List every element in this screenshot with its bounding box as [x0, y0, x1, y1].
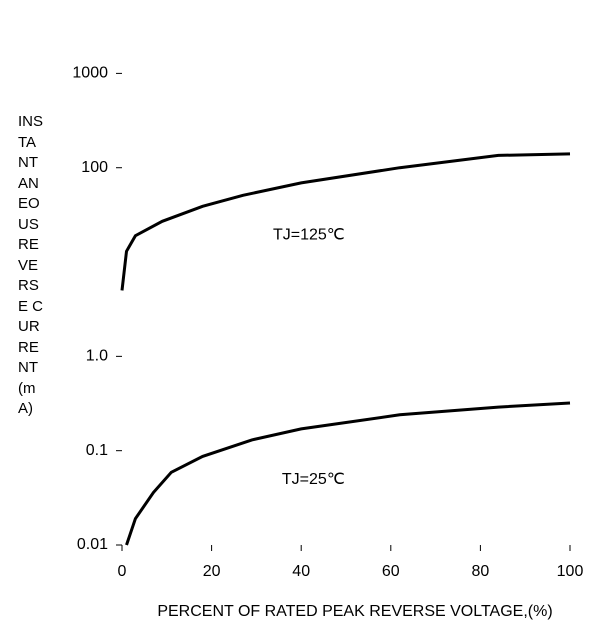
x-tick-label: 40: [292, 563, 310, 580]
series-line: [127, 403, 571, 545]
y-tick-label: 0.01: [77, 536, 108, 553]
y-tick-label: 0.1: [86, 442, 108, 459]
x-tick-label: 100: [557, 563, 584, 580]
page: INSTANTANEOUS REVERSE CURRENT(mA) PERCEN…: [0, 0, 606, 625]
chart: PERCENT OF RATED PEAK REVERSE VOLTAGE,(%…: [0, 0, 606, 625]
x-tick-label: 80: [472, 563, 490, 580]
series-label: TJ=25℃: [282, 471, 345, 488]
y-tick-label: 100: [81, 159, 108, 176]
y-tick-label: 1.0: [86, 348, 108, 365]
x-tick-label: 20: [203, 563, 221, 580]
series-line: [122, 154, 570, 291]
x-tick-label: 60: [382, 563, 400, 580]
series-label: TJ=125℃: [273, 227, 345, 244]
y-tick-label: 1000: [72, 65, 108, 82]
x-tick-label: 0: [118, 563, 127, 580]
x-axis-label: PERCENT OF RATED PEAK REVERSE VOLTAGE,(%…: [157, 603, 552, 620]
y-axis-label: INSTANTANEOUS REVERSE CURRENT(mA): [18, 112, 44, 420]
